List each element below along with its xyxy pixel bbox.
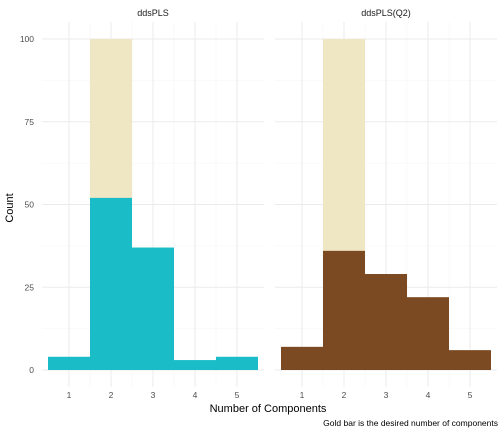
histogram-bar xyxy=(90,197,132,370)
histogram-bar xyxy=(174,360,216,370)
histogram-bar xyxy=(365,274,407,370)
x-tick-label: 3 xyxy=(151,390,156,400)
x-tick-label: 4 xyxy=(193,390,198,400)
histogram-bar xyxy=(216,356,258,370)
x-tick-label: 1 xyxy=(300,390,305,400)
y-tick-label: 25 xyxy=(25,282,35,292)
panel-2: ddsPLS(Q2) 1 2 3 4 5 xyxy=(275,8,497,400)
panel-1: ddsPLS 1 2 3 4 5 xyxy=(42,8,264,400)
y-tick-label: 75 xyxy=(25,117,35,127)
histogram-bar xyxy=(48,356,90,370)
x-tick-label: 1 xyxy=(67,390,72,400)
x-tick-label: 5 xyxy=(235,390,240,400)
x-tick-label: 4 xyxy=(426,390,431,400)
x-tick-label: 3 xyxy=(384,390,389,400)
y-axis-ticks: 0 25 50 75 100 xyxy=(20,34,34,375)
histogram-bar xyxy=(132,247,174,370)
x-tick-label: 2 xyxy=(109,390,114,400)
panel-title: ddsPLS(Q2) xyxy=(361,8,411,18)
chart-caption: Gold bar is the desired number of compon… xyxy=(323,418,498,428)
y-tick-label: 50 xyxy=(25,200,35,210)
y-axis-title: Count xyxy=(4,193,16,222)
histogram-bar xyxy=(449,350,491,370)
histogram-bar xyxy=(281,346,323,370)
y-tick-label: 100 xyxy=(20,34,34,44)
x-tick-label: 2 xyxy=(342,390,347,400)
panels: ddsPLS 1 2 3 4 5 ddsPLS(Q2) 1 2 3 4 5 xyxy=(42,8,497,400)
x-tick-label: 5 xyxy=(468,390,473,400)
panel-title: ddsPLS xyxy=(137,8,169,18)
y-tick-label: 0 xyxy=(29,365,34,375)
x-axis-title: Number of Components xyxy=(210,403,327,415)
histogram-bar xyxy=(323,250,365,370)
histogram-bar xyxy=(407,297,449,370)
